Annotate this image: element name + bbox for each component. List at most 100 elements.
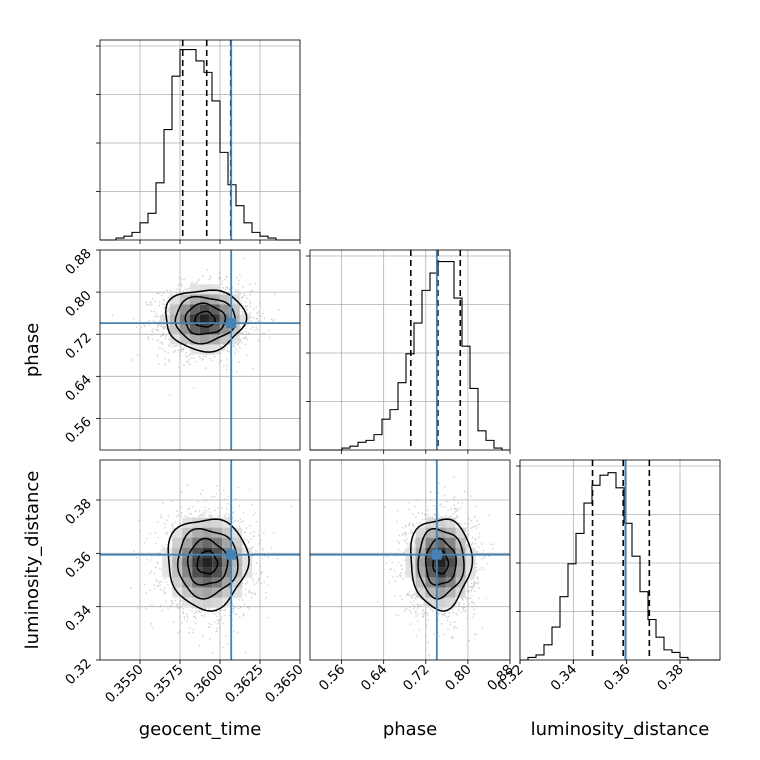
density-cell bbox=[425, 597, 436, 608]
density-cell bbox=[455, 527, 466, 538]
density-cell bbox=[189, 284, 200, 295]
density-cell bbox=[172, 547, 183, 558]
y-tick-label-luminosity_distance: 0.36 bbox=[62, 549, 95, 582]
density-cell bbox=[435, 587, 446, 598]
x-tick-label-phase: 0.80 bbox=[442, 662, 475, 695]
density-cell bbox=[219, 294, 230, 305]
density-cell bbox=[179, 334, 190, 345]
density-cell bbox=[189, 304, 200, 315]
density-cell bbox=[179, 304, 190, 315]
density-cell bbox=[199, 284, 210, 295]
density-cell bbox=[192, 567, 203, 578]
density-cell bbox=[182, 567, 193, 578]
density-cell bbox=[229, 324, 240, 335]
density-cell bbox=[209, 324, 220, 335]
density-cell bbox=[189, 294, 200, 305]
density-cell bbox=[212, 567, 223, 578]
x-axis-label-geocent_time: geocent_time bbox=[139, 719, 262, 740]
density-cell bbox=[242, 557, 253, 568]
density-cell bbox=[435, 517, 446, 528]
density-cell bbox=[222, 527, 233, 538]
y-axis-label-phase: phase bbox=[22, 323, 43, 377]
scatter-points bbox=[111, 257, 280, 396]
density-cell bbox=[455, 547, 466, 558]
density-cell bbox=[445, 567, 456, 578]
contour-0 bbox=[432, 549, 450, 575]
density-cell bbox=[445, 587, 456, 598]
density-cell bbox=[212, 577, 223, 588]
density-cell bbox=[172, 567, 183, 578]
density-cell bbox=[445, 557, 456, 568]
density-cell bbox=[222, 567, 233, 578]
density-cell bbox=[232, 587, 243, 598]
density-cell bbox=[445, 537, 456, 548]
density-cell bbox=[169, 324, 180, 335]
density-cell bbox=[172, 577, 183, 588]
density-cell bbox=[182, 517, 193, 528]
contour-3 bbox=[167, 518, 250, 612]
histogram-geocent_time bbox=[100, 48, 300, 241]
hist-panel-phase bbox=[306, 250, 511, 454]
density-cell bbox=[209, 344, 220, 355]
density-cell bbox=[199, 344, 210, 355]
density-cell bbox=[202, 577, 213, 588]
density-cell bbox=[172, 537, 183, 548]
x-tick-label-phase: 0.64 bbox=[358, 662, 391, 695]
density-cell bbox=[219, 324, 230, 335]
density-cell bbox=[425, 527, 436, 538]
contour-1 bbox=[424, 537, 457, 586]
density-cell bbox=[455, 557, 466, 568]
density-cell bbox=[162, 547, 173, 558]
density-cell bbox=[435, 527, 446, 538]
x-tick-label-geocent_time: 0.3625 bbox=[222, 662, 267, 707]
density-cell bbox=[199, 324, 210, 335]
density-cell bbox=[232, 577, 243, 588]
histogram-luminosity_distance bbox=[520, 472, 720, 661]
density-cell bbox=[415, 587, 426, 598]
density-cell bbox=[202, 587, 213, 598]
density-cell bbox=[242, 547, 253, 558]
density-cell bbox=[212, 517, 223, 528]
density-cell bbox=[405, 567, 416, 578]
density-cell bbox=[445, 597, 456, 608]
density-cell bbox=[239, 314, 250, 325]
contour-2 bbox=[174, 295, 237, 345]
density-cell bbox=[199, 294, 210, 305]
hist-frame-phase bbox=[309, 249, 511, 451]
density-cell bbox=[192, 527, 203, 538]
density-cell bbox=[229, 304, 240, 315]
hist-panel-geocent_time bbox=[96, 40, 301, 244]
density-cell bbox=[415, 527, 426, 538]
density-cell bbox=[415, 567, 426, 578]
y-axis-label-luminosity_distance: luminosity_distance bbox=[22, 471, 43, 650]
x-axis-label-luminosity_distance: luminosity_distance bbox=[531, 719, 710, 740]
density-cell bbox=[435, 577, 446, 588]
joint-frame-geocent_time-phase bbox=[99, 249, 301, 451]
density-cell bbox=[202, 537, 213, 548]
y-tick-label-phase: 0.64 bbox=[62, 372, 95, 405]
contour-0 bbox=[196, 549, 219, 575]
density-cell bbox=[172, 527, 183, 538]
density-cell bbox=[229, 334, 240, 345]
truth-marker bbox=[431, 549, 442, 560]
y-tick-label-luminosity_distance: 0.32 bbox=[62, 656, 95, 689]
x-tick-label-geocent_time: 0.3550 bbox=[102, 662, 147, 707]
density-cell bbox=[415, 537, 426, 548]
density-cell bbox=[192, 587, 203, 598]
y-tick-label-phase: 0.88 bbox=[62, 246, 95, 279]
density-cell bbox=[465, 547, 476, 558]
y-tick-label-phase: 0.80 bbox=[62, 288, 95, 321]
density-cell bbox=[202, 527, 213, 538]
density-cell bbox=[182, 587, 193, 598]
density-cell bbox=[242, 567, 253, 578]
contour-3 bbox=[165, 289, 248, 353]
density-cell bbox=[202, 517, 213, 528]
density-cell bbox=[182, 527, 193, 538]
truth-marker bbox=[226, 549, 237, 560]
x-tick-label-phase: 0.56 bbox=[316, 662, 349, 695]
density-cell bbox=[182, 577, 193, 588]
contour-2 bbox=[417, 527, 465, 600]
contour-3 bbox=[410, 518, 474, 612]
joint-frame-phase-luminosity_distance bbox=[309, 459, 511, 661]
x-axis-label-phase: phase bbox=[383, 719, 437, 740]
